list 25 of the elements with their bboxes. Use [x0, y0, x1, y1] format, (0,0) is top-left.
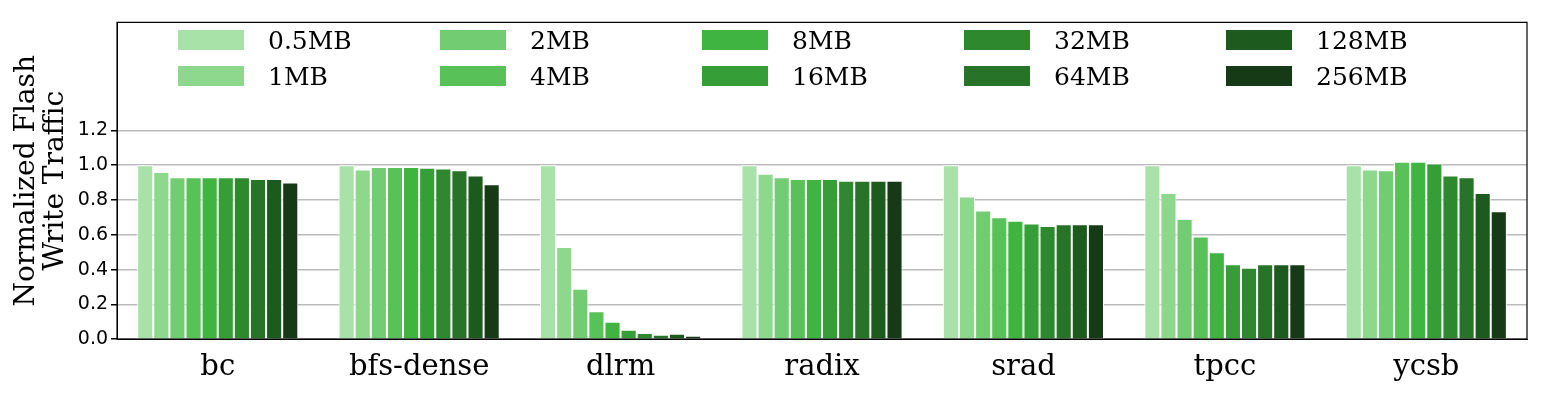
y-tick-label: 0.6 [77, 221, 109, 244]
x-tick-label: radix [784, 348, 860, 383]
x-tick-label: dlrm [585, 348, 656, 383]
y-tick-label: 0.4 [77, 256, 109, 279]
x-tick-label: bfs-dense [348, 348, 490, 383]
legend-label: 8MB [792, 25, 852, 55]
legend-label: 256MB [1316, 61, 1408, 91]
y-tick-label: 0.2 [77, 291, 109, 314]
legend-label: 1MB [268, 61, 328, 91]
y-tick-label: 0.0 [77, 326, 109, 349]
y-tick-label: 0.8 [77, 186, 109, 209]
x-tick-label: srad [991, 348, 1056, 383]
legend-label: 2MB [530, 25, 590, 55]
y-tick-label: 1.2 [77, 117, 109, 140]
legend-label: 64MB [1054, 61, 1130, 91]
legend-label: 128MB [1316, 25, 1408, 55]
legend-label: 32MB [1054, 25, 1130, 55]
legend-label: 16MB [792, 61, 868, 91]
y-axis-title: Normalized Flash Write Traffic [7, 55, 71, 307]
legend-label: 4MB [530, 61, 590, 91]
x-tick-label: bc [200, 348, 236, 383]
x-tick-label: tpcc [1193, 348, 1257, 383]
legend-label: 0.5MB [268, 25, 352, 55]
x-tick-label: ycsb [1392, 348, 1460, 383]
y-tick-label: 1.0 [77, 152, 109, 175]
